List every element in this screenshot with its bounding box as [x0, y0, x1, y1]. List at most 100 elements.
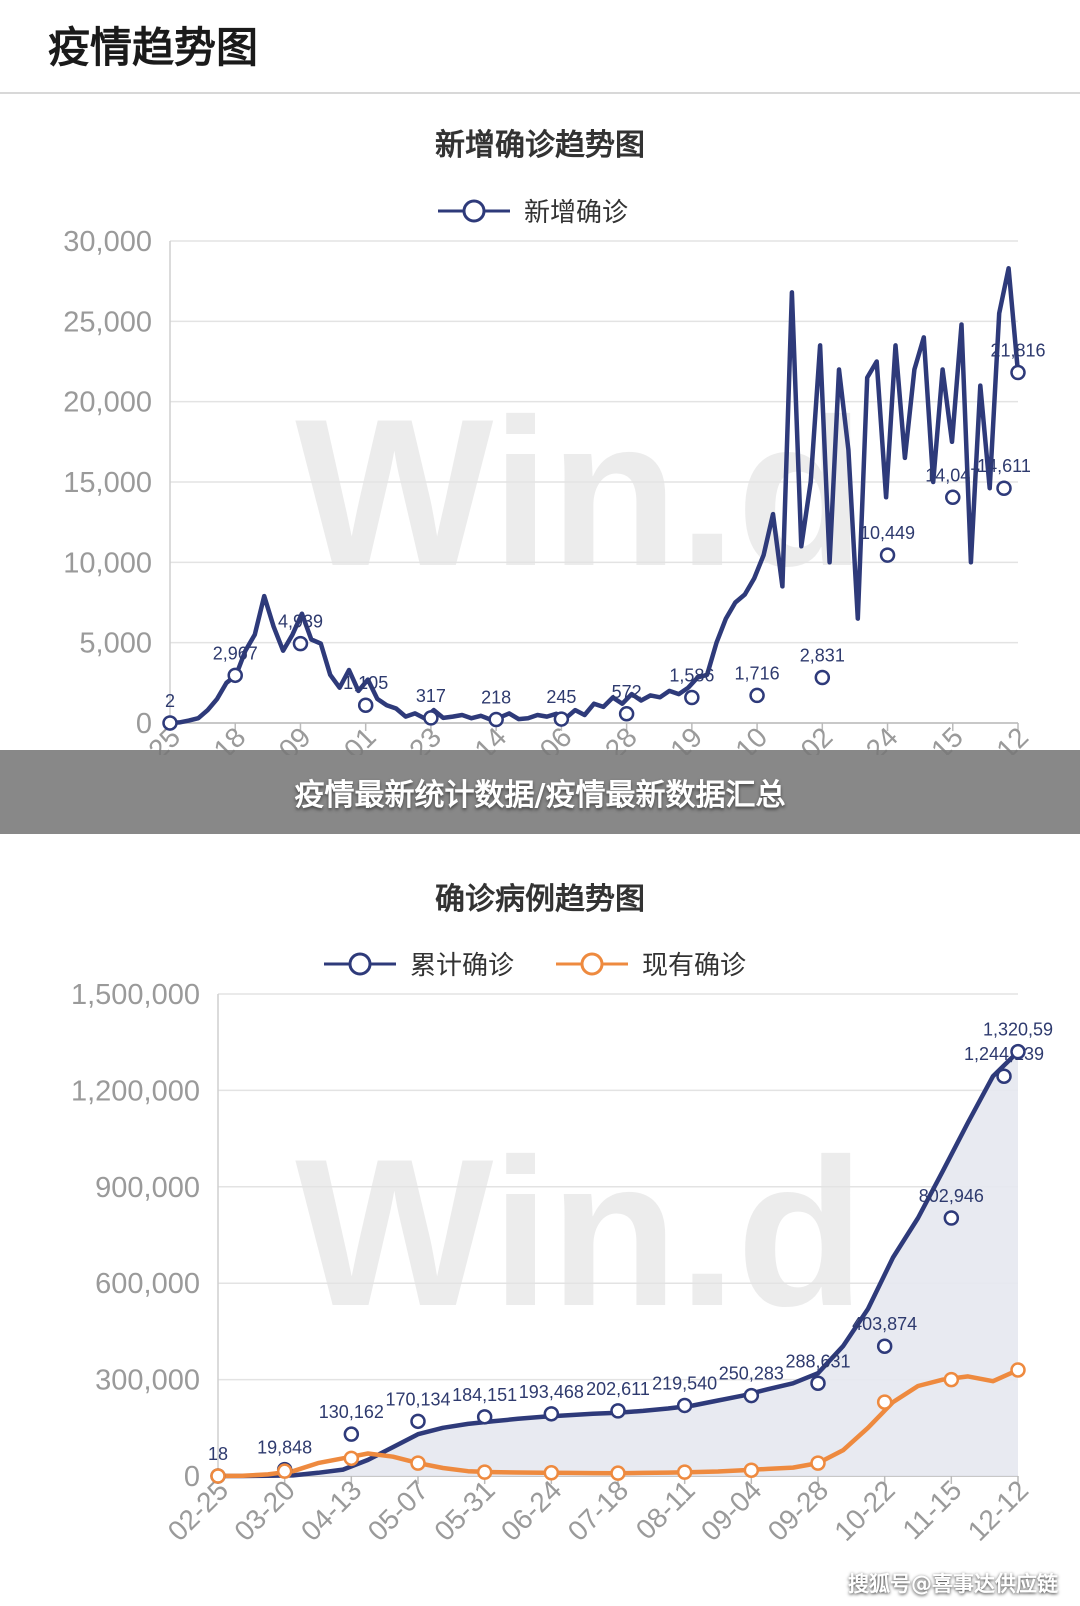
data-point[interactable] — [684, 689, 700, 706]
data-point[interactable] — [945, 489, 961, 506]
data-label: 250,283 — [719, 1364, 784, 1384]
y-tick-label: 15,000 — [63, 467, 152, 499]
legend-marker — [462, 199, 486, 223]
x-tick-label: 06-24 — [495, 1474, 568, 1547]
title-divider — [0, 92, 1080, 94]
data-point[interactable] — [618, 706, 635, 722]
data-label: 202,611 — [586, 1379, 650, 1399]
chart-watermark: Win.d — [295, 1115, 865, 1350]
data-label: 403,874 — [852, 1314, 917, 1334]
legend-label-new-cases: 新增确诊 — [524, 198, 628, 228]
data-label: 802,946 — [919, 1186, 984, 1206]
data-point[interactable] — [543, 1465, 560, 1481]
data-point[interactable] — [1010, 364, 1026, 381]
data-label: 2,831 — [800, 646, 845, 666]
legend-marker — [348, 952, 372, 976]
data-point[interactable] — [227, 667, 243, 684]
data-label: 14,047 — [925, 465, 980, 485]
y-tick-label: 10,000 — [63, 547, 152, 579]
data-point[interactable] — [814, 669, 831, 686]
data-point[interactable] — [476, 1464, 493, 1480]
y-tick-label: 1,200,000 — [71, 1075, 200, 1107]
data-point[interactable] — [543, 1406, 560, 1422]
data-point[interactable] — [943, 1210, 960, 1226]
legend-marker — [580, 952, 604, 976]
data-point[interactable] — [488, 711, 504, 728]
data-label: 218 — [481, 687, 511, 707]
data-point[interactable] — [1010, 1362, 1026, 1378]
confirmed-cases-chart: Win.d 确诊病例趋势图 累计确诊 现有确诊 0 300,000 600,000 9… — [71, 882, 1053, 1547]
data-label: 1,586 — [669, 666, 714, 686]
data-point[interactable] — [876, 1338, 893, 1354]
data-label: 4,939 — [278, 612, 323, 632]
page-title: 疫情趋势图 — [48, 23, 259, 72]
data-point[interactable] — [162, 715, 178, 731]
data-label: 2 — [165, 691, 175, 711]
legend[interactable]: 累计确诊 现有确诊 — [324, 951, 746, 981]
data-point[interactable] — [876, 1394, 893, 1410]
data-label: 245 — [546, 687, 576, 707]
data-point[interactable] — [743, 1462, 760, 1478]
data-label: 10,449 — [860, 523, 915, 543]
data-point[interactable] — [357, 697, 374, 713]
x-tick-label: 12-12 — [962, 1474, 1035, 1547]
data-point[interactable] — [879, 547, 896, 563]
data-point[interactable] — [943, 1371, 960, 1388]
x-tick-label: 09-28 — [762, 1474, 835, 1547]
legend[interactable]: 新增确诊 — [438, 198, 628, 228]
data-point[interactable] — [410, 1455, 426, 1471]
y-tick-label: 300,000 — [95, 1365, 200, 1397]
data-label: 184,151 — [452, 1385, 517, 1405]
data-point[interactable] — [210, 1468, 226, 1484]
x-tick-label: 05-07 — [362, 1474, 435, 1547]
data-point[interactable] — [343, 1450, 360, 1467]
data-point[interactable] — [423, 710, 439, 726]
data-point[interactable] — [276, 1463, 293, 1479]
data-point[interactable] — [610, 1465, 626, 1481]
data-point[interactable] — [476, 1409, 493, 1425]
y-tick-label: 0 — [184, 1461, 200, 1493]
data-label: 1,716 — [735, 663, 780, 683]
data-point[interactable] — [343, 1426, 360, 1442]
chart-title: 新增确诊趋势图 — [435, 128, 645, 163]
x-tick-label: 10-22 — [828, 1474, 901, 1547]
series-area-fill — [218, 1051, 1018, 1476]
y-tick-label: 5,000 — [79, 628, 152, 660]
x-tick-label: 04-13 — [295, 1474, 368, 1547]
data-point[interactable] — [553, 711, 570, 727]
data-point[interactable] — [749, 687, 765, 704]
data-point[interactable] — [610, 1403, 626, 1419]
y-tick-label: 600,000 — [95, 1268, 200, 1300]
data-label: 288,631 — [785, 1351, 850, 1371]
chart-watermark: Win.d — [295, 375, 865, 610]
data-label: 21,816 — [990, 340, 1045, 360]
new-cases-chart: Win.d 新增确诊趋势图 新增确诊 0 5,000 10,000 15,000 20,… — [63, 128, 1045, 755]
data-label: 1,320,59 — [983, 1020, 1053, 1040]
title-banner: 疫情最新统计数据/疫情最新数据汇总 — [0, 750, 1080, 834]
x-tick-label: 11-15 — [896, 1474, 967, 1545]
data-label: 219,540 — [652, 1373, 717, 1393]
data-point[interactable] — [1010, 1043, 1026, 1060]
x-axis: 02-2503-2004-1305-0705-3106-2407-1808-11… — [162, 1474, 1035, 1547]
data-point[interactable] — [996, 480, 1012, 496]
data-point[interactable] — [996, 1068, 1012, 1084]
x-tick-label: 08-11 — [630, 1474, 701, 1545]
data-point[interactable] — [676, 1464, 693, 1480]
data-point[interactable] — [292, 635, 309, 652]
data-point[interactable] — [810, 1455, 826, 1471]
data-label: 1,105 — [343, 673, 388, 693]
series-area — [167, 266, 1021, 726]
y-axis: 0 5,000 10,000 15,000 20,000 25,000 30,000 — [63, 226, 152, 740]
x-tick-label: 07-18 — [562, 1474, 635, 1547]
grid — [169, 240, 1018, 724]
data-point[interactable] — [810, 1375, 826, 1392]
data-point[interactable] — [676, 1397, 693, 1414]
data-label: 572 — [612, 682, 642, 702]
series-line-1[interactable] — [167, 266, 1021, 726]
banner-text: 疫情最新统计数据/疫情最新数据汇总 — [294, 778, 786, 813]
data-point[interactable] — [743, 1387, 760, 1404]
data-label: 193,468 — [519, 1382, 584, 1402]
data-point[interactable] — [410, 1413, 426, 1430]
source-watermark: 搜狐号@喜事达供应链 — [848, 1572, 1058, 1596]
data-label: 317 — [416, 686, 446, 706]
